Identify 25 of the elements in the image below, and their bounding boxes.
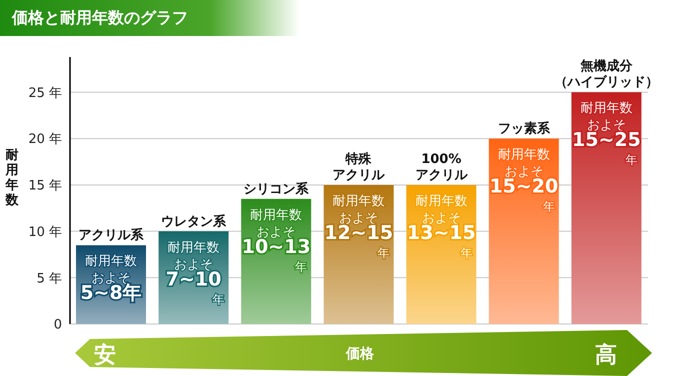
x-axis-title: 価格 <box>345 346 375 362</box>
x-tick-label: 特殊アクリル <box>332 152 386 183</box>
data-label: 耐用年数およそ10~13年 <box>242 208 311 274</box>
text: 安 <box>94 342 116 368</box>
x-tick-label: アクリル系 <box>78 227 144 244</box>
x-tick-label: フッ素系 <box>498 120 551 137</box>
data-label: 耐用年数およそ15~20年 <box>489 148 558 214</box>
x-tick-label: ウレタン系 <box>161 213 228 230</box>
data-label: 耐用年数およそ15~25年 <box>572 101 641 168</box>
data-label: 耐用年数およそ5~8年 <box>80 254 142 304</box>
x-tick-label: 100%アクリル <box>415 152 468 183</box>
x-tick-label: シリコン系 <box>244 180 310 197</box>
y-tick-label: 15 年 <box>28 178 62 194</box>
text: 高 <box>595 342 617 368</box>
data-label: 耐用年数およそ12~15年 <box>324 194 394 260</box>
y-tick-label: 5 年 <box>36 271 62 286</box>
y-axis-title: 耐用年数 <box>4 148 20 208</box>
chart-title: 価格と耐用年数のグラフ <box>0 0 300 36</box>
y-tick-label: 20 年 <box>28 132 62 148</box>
y-tick-label: 10 年 <box>28 224 62 240</box>
data-label: 耐用年数およそ7~10年 <box>166 240 225 306</box>
y-tick-label: 0 <box>54 318 62 333</box>
data-label: 耐用年数およそ13~15年 <box>406 194 476 260</box>
x-tick-label: 無機成分（ハイブリッド） <box>554 59 658 90</box>
y-tick-label: 25 年 <box>28 86 62 101</box>
